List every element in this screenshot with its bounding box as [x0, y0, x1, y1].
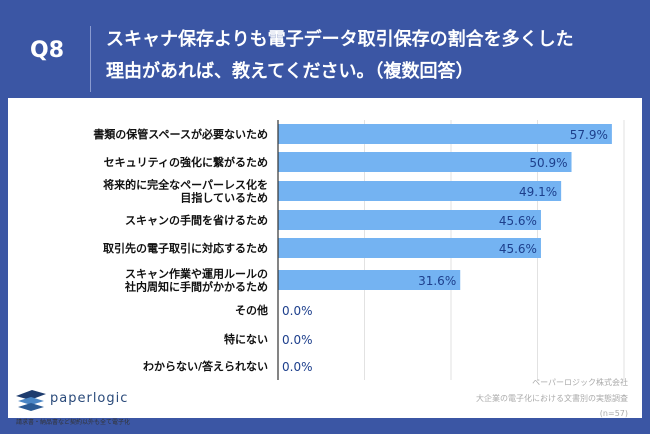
data-label: 31.6% — [418, 274, 456, 288]
header: Q8 スキャナ保存よりも電子データ取引保存の割合を多くした 理由があれば、教えて… — [0, 0, 650, 98]
data-label: 49.1% — [519, 185, 557, 199]
category-label: スキャン作業や運用ルールの — [125, 267, 268, 281]
bar — [278, 152, 572, 172]
bar — [278, 238, 541, 258]
category-label: 社内周知に手間がかかるため — [124, 280, 268, 294]
question-title-line1: スキャナ保存よりも電子データ取引保存の割合を多くした — [106, 29, 574, 50]
bar — [278, 270, 461, 290]
category-label: 取引先の電子取引に対応するため — [103, 241, 268, 255]
brand-tagline: 請求書・納品書など契約以外も全て電子化 — [16, 419, 131, 426]
data-label: 50.9% — [529, 156, 567, 170]
data-label: 0.0% — [282, 360, 313, 374]
category-label: 特にない — [224, 332, 268, 346]
category-label: わからない/答えられない — [143, 359, 268, 373]
category-label: スキャンの手間を省けるため — [125, 213, 268, 227]
question-title-line2: 理由があれば、教えてください。（複数回答） — [106, 61, 474, 82]
paperlogic-logo-icon — [16, 390, 46, 411]
source-survey: 大企業の電子化における文書別の実態調査 — [476, 394, 628, 403]
category-label: 将来的に完全なペーパーレス化を — [103, 178, 268, 192]
bar — [278, 124, 612, 144]
question-number: Q8 — [30, 38, 65, 63]
bar — [278, 210, 541, 230]
category-label: セキュリティの強化に繋がるため — [104, 155, 268, 169]
divider — [90, 26, 91, 92]
category-label: その他 — [235, 303, 268, 317]
category-label: 目指しているため — [180, 191, 268, 205]
data-label: 45.6% — [499, 214, 537, 228]
sample-size: (n=57) — [599, 409, 628, 418]
data-label: 0.0% — [282, 333, 313, 347]
data-label: 0.0% — [282, 304, 313, 318]
data-label: 45.6% — [499, 242, 537, 256]
data-label: 57.9% — [570, 128, 608, 142]
bar — [278, 181, 562, 201]
source-company: ペーパーロジック株式会社 — [532, 378, 628, 387]
brand-name: paperlogic — [50, 391, 129, 406]
category-label: 書類の保管スペースが必要ないため — [93, 127, 268, 141]
